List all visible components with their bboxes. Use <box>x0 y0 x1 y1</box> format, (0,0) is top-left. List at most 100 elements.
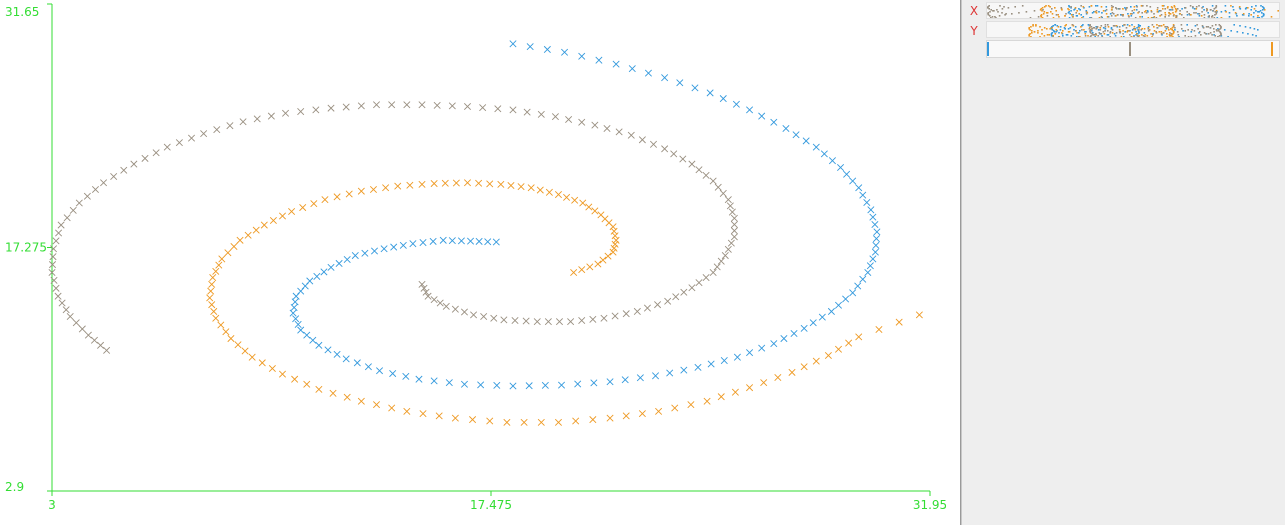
minimap-dot <box>1242 14 1245 16</box>
minimap-dot <box>1105 9 1108 11</box>
minimap-dot <box>1059 29 1062 31</box>
minimap-dot <box>1028 27 1030 29</box>
minimap-dot <box>1131 29 1134 31</box>
scatter-point <box>90 336 98 344</box>
minimap-dot <box>1030 36 1032 37</box>
scatter-point <box>543 45 551 53</box>
scatter-point <box>633 307 641 315</box>
scatter-point <box>727 239 735 247</box>
minimap-dot <box>1203 9 1205 11</box>
minimap-dot <box>1041 7 1044 9</box>
minimap-dot <box>1094 34 1096 36</box>
scatter-point <box>418 101 426 109</box>
minimap-dot <box>1173 31 1175 33</box>
series-selector-bar[interactable] <box>986 40 1280 58</box>
minimap-dot <box>1239 25 1241 27</box>
scatter-point <box>595 56 603 64</box>
minimap-dot <box>1230 30 1232 32</box>
minimap-dot <box>1056 25 1059 27</box>
minimap-dot <box>1164 14 1167 16</box>
scatter-point <box>561 48 569 56</box>
minimap-dot <box>1256 17 1259 18</box>
minimap-dot <box>1078 13 1080 15</box>
minimap-dot <box>1169 35 1171 37</box>
scatter-point <box>709 177 717 185</box>
panel-divider[interactable] <box>960 0 961 525</box>
minimap-dot <box>1055 31 1057 33</box>
minimap-dot <box>1166 36 1168 37</box>
minimap-dot <box>1130 15 1133 17</box>
minimap-dot <box>1124 31 1126 33</box>
scatter-point <box>855 184 863 192</box>
minimap-dot <box>1206 10 1208 12</box>
minimap-dot <box>1052 25 1054 27</box>
scatter-point <box>809 319 817 327</box>
minimap-dot <box>1138 32 1140 34</box>
minimap-dot <box>1239 8 1242 10</box>
scatter-point <box>299 204 307 212</box>
scatter-point <box>457 237 465 245</box>
minimap-dot <box>1069 13 1071 15</box>
minimap-dot <box>1014 6 1016 8</box>
minimap-dot <box>987 12 990 14</box>
minimap-dot <box>1193 30 1196 32</box>
minimap-dot <box>1004 14 1006 16</box>
minimap-dot <box>1104 30 1106 32</box>
minimap-dot <box>1136 33 1138 35</box>
minimap-dot <box>1075 12 1077 14</box>
scatter-point <box>209 274 217 282</box>
scatter-point <box>507 182 515 190</box>
minimap-dot <box>1195 8 1198 10</box>
minimap-dot <box>1095 26 1097 28</box>
x-minimap-strip[interactable] <box>986 2 1280 19</box>
scatter-point <box>486 417 494 425</box>
minimap-dot <box>1162 5 1164 7</box>
scatter-point <box>294 320 302 328</box>
minimap-dot <box>1180 24 1183 26</box>
scatter-point <box>604 252 612 260</box>
minimap-dot <box>1138 35 1140 37</box>
minimap-dot <box>1097 29 1100 31</box>
scatter-point <box>545 188 553 196</box>
scatter-point <box>724 196 732 204</box>
minimap-dot <box>1257 11 1259 13</box>
minimap-dot <box>1208 15 1210 17</box>
minimap-dot <box>1042 9 1044 11</box>
minimap-dot <box>1214 14 1216 16</box>
minimap-dot <box>1152 34 1154 36</box>
minimap-dot <box>1119 32 1121 34</box>
scatter-point <box>364 363 372 371</box>
minimap-dot <box>1033 10 1036 12</box>
minimap-dot <box>1147 30 1150 32</box>
minimap-dot <box>1252 16 1255 18</box>
minimap-dot <box>1255 35 1257 37</box>
minimap-dot <box>1054 24 1056 26</box>
minimap-dot <box>1078 32 1080 34</box>
scatter-point <box>760 379 768 387</box>
series-marker[interactable] <box>1271 42 1274 56</box>
minimap-dot <box>1089 17 1091 18</box>
scatter-point <box>409 240 417 248</box>
minimap-dot <box>1099 29 1102 31</box>
scatter-point <box>83 192 91 200</box>
minimap-dot <box>1074 8 1076 10</box>
minimap-dot <box>1244 8 1247 10</box>
minimap-dot <box>1093 11 1095 13</box>
scatter-point <box>578 316 586 324</box>
minimap-dot <box>1228 16 1231 18</box>
series-marker[interactable] <box>987 42 989 56</box>
scatter-point <box>439 236 447 244</box>
scatter-point <box>730 214 738 222</box>
minimap-dot <box>1135 5 1138 7</box>
minimap-dot <box>1031 30 1033 32</box>
series-marker[interactable] <box>1129 42 1132 56</box>
scatter-point <box>292 315 300 323</box>
y-minimap-strip[interactable] <box>986 21 1280 38</box>
minimap-dot <box>1052 35 1054 37</box>
plot-area[interactable]: 3 17.475 31.95 31.65 17.275 2.9 <box>0 0 960 525</box>
minimap-dot <box>1224 5 1227 7</box>
minimap-dot <box>1111 32 1114 34</box>
minimap-dot <box>1173 6 1176 8</box>
minimap-dot <box>1072 33 1074 35</box>
scatter-point <box>442 302 450 310</box>
